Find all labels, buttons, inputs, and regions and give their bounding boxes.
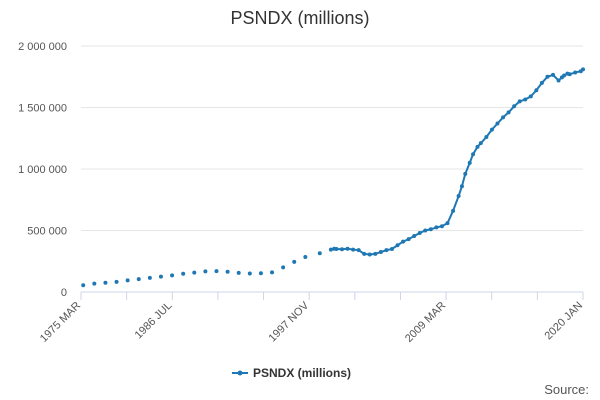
grid-lines [81,45,583,293]
data-point[interactable] [434,225,439,230]
data-point[interactable] [373,251,378,256]
data-point[interactable] [270,270,275,275]
source-credit[interactable]: Source: [544,382,589,397]
data-point[interactable] [484,135,489,140]
data-point[interactable] [551,72,556,77]
data-point[interactable] [367,252,372,257]
data-point[interactable] [281,265,286,270]
data-point[interactable] [528,94,533,99]
data-point[interactable] [556,78,561,83]
data-point[interactable] [389,246,394,251]
data-point[interactable] [495,121,500,126]
x-tick-label: 1975 MAR [38,300,83,345]
data-point[interactable] [401,239,406,244]
data-point[interactable] [92,281,97,286]
data-point[interactable] [463,171,468,176]
legend-marker [237,370,243,376]
data-point[interactable] [406,237,411,242]
data-point[interactable] [378,250,383,255]
data-point[interactable] [439,224,444,229]
data-point[interactable] [317,251,322,256]
data-point[interactable] [412,234,417,239]
data-point[interactable] [81,283,86,288]
data-point[interactable] [258,271,263,276]
y-tick-label: 2 000 000 [18,41,67,53]
data-point[interactable] [512,104,517,109]
data-point[interactable] [573,70,578,75]
data-point[interactable] [203,269,208,274]
data-point[interactable] [345,246,350,251]
y-tick-label: 500 000 [27,226,67,238]
data-point[interactable] [517,99,522,104]
data-point[interactable] [147,275,152,280]
data-point[interactable] [451,208,456,213]
data-point[interactable] [417,230,422,235]
chart-title: PSNDX (millions) [230,8,369,28]
series-line [330,68,584,256]
data-point[interactable] [534,88,539,93]
data-point[interactable] [362,251,367,256]
legend[interactable]: PSNDX (millions) [232,366,351,380]
y-axis: 0 500 000 1 000 000 1 500 000 2 000 000 [18,41,67,299]
data-point[interactable] [475,144,480,149]
legend-label: PSNDX (millions) [253,366,351,380]
data-point[interactable] [225,269,230,274]
data-point[interactable] [214,269,219,274]
x-tick-label: 2020 JAN [542,300,585,343]
data-point[interactable] [136,277,141,282]
data-point[interactable] [356,248,361,253]
data-point[interactable] [478,141,483,146]
data-point[interactable] [125,278,130,283]
data-series [81,67,585,288]
data-point[interactable] [506,110,511,115]
data-point[interactable] [292,259,297,264]
data-point[interactable] [334,246,339,251]
data-point[interactable] [114,279,119,284]
data-point[interactable] [303,254,308,259]
data-point[interactable] [384,248,389,253]
data-point[interactable] [423,228,428,233]
data-point[interactable] [539,80,544,85]
x-axis: 1975 MAR 1986 JUL 1997 NOV 2009 MAR 2020 JAN [38,291,585,345]
y-tick-label: 1 000 000 [18,164,67,176]
data-point[interactable] [567,72,572,77]
data-point[interactable] [236,270,241,275]
data-point[interactable] [103,280,108,285]
data-point[interactable] [467,160,472,165]
data-point[interactable] [351,247,356,252]
data-point[interactable] [545,74,550,79]
data-point[interactable] [428,227,433,232]
data-point[interactable] [170,273,175,278]
data-point[interactable] [501,115,506,120]
data-point[interactable] [471,152,476,157]
data-point[interactable] [523,97,528,102]
y-tick-label: 0 [61,287,67,299]
data-point[interactable] [456,194,461,199]
data-point[interactable] [181,271,186,276]
data-point[interactable] [445,221,450,226]
data-point[interactable] [328,247,333,252]
data-point[interactable] [581,67,585,72]
y-tick-label: 1 500 000 [18,103,67,115]
x-tick-label: 1997 NOV [266,299,311,344]
data-point[interactable] [247,271,252,276]
data-point[interactable] [158,274,163,279]
x-tick-label: 2009 MAR [403,300,448,345]
data-point[interactable] [395,243,400,248]
data-point[interactable] [459,184,464,189]
x-tick-label: 1986 JUL [133,300,175,342]
data-point[interactable] [192,270,197,275]
data-point[interactable] [489,127,494,132]
data-point[interactable] [339,247,344,252]
data-point[interactable] [562,73,567,78]
